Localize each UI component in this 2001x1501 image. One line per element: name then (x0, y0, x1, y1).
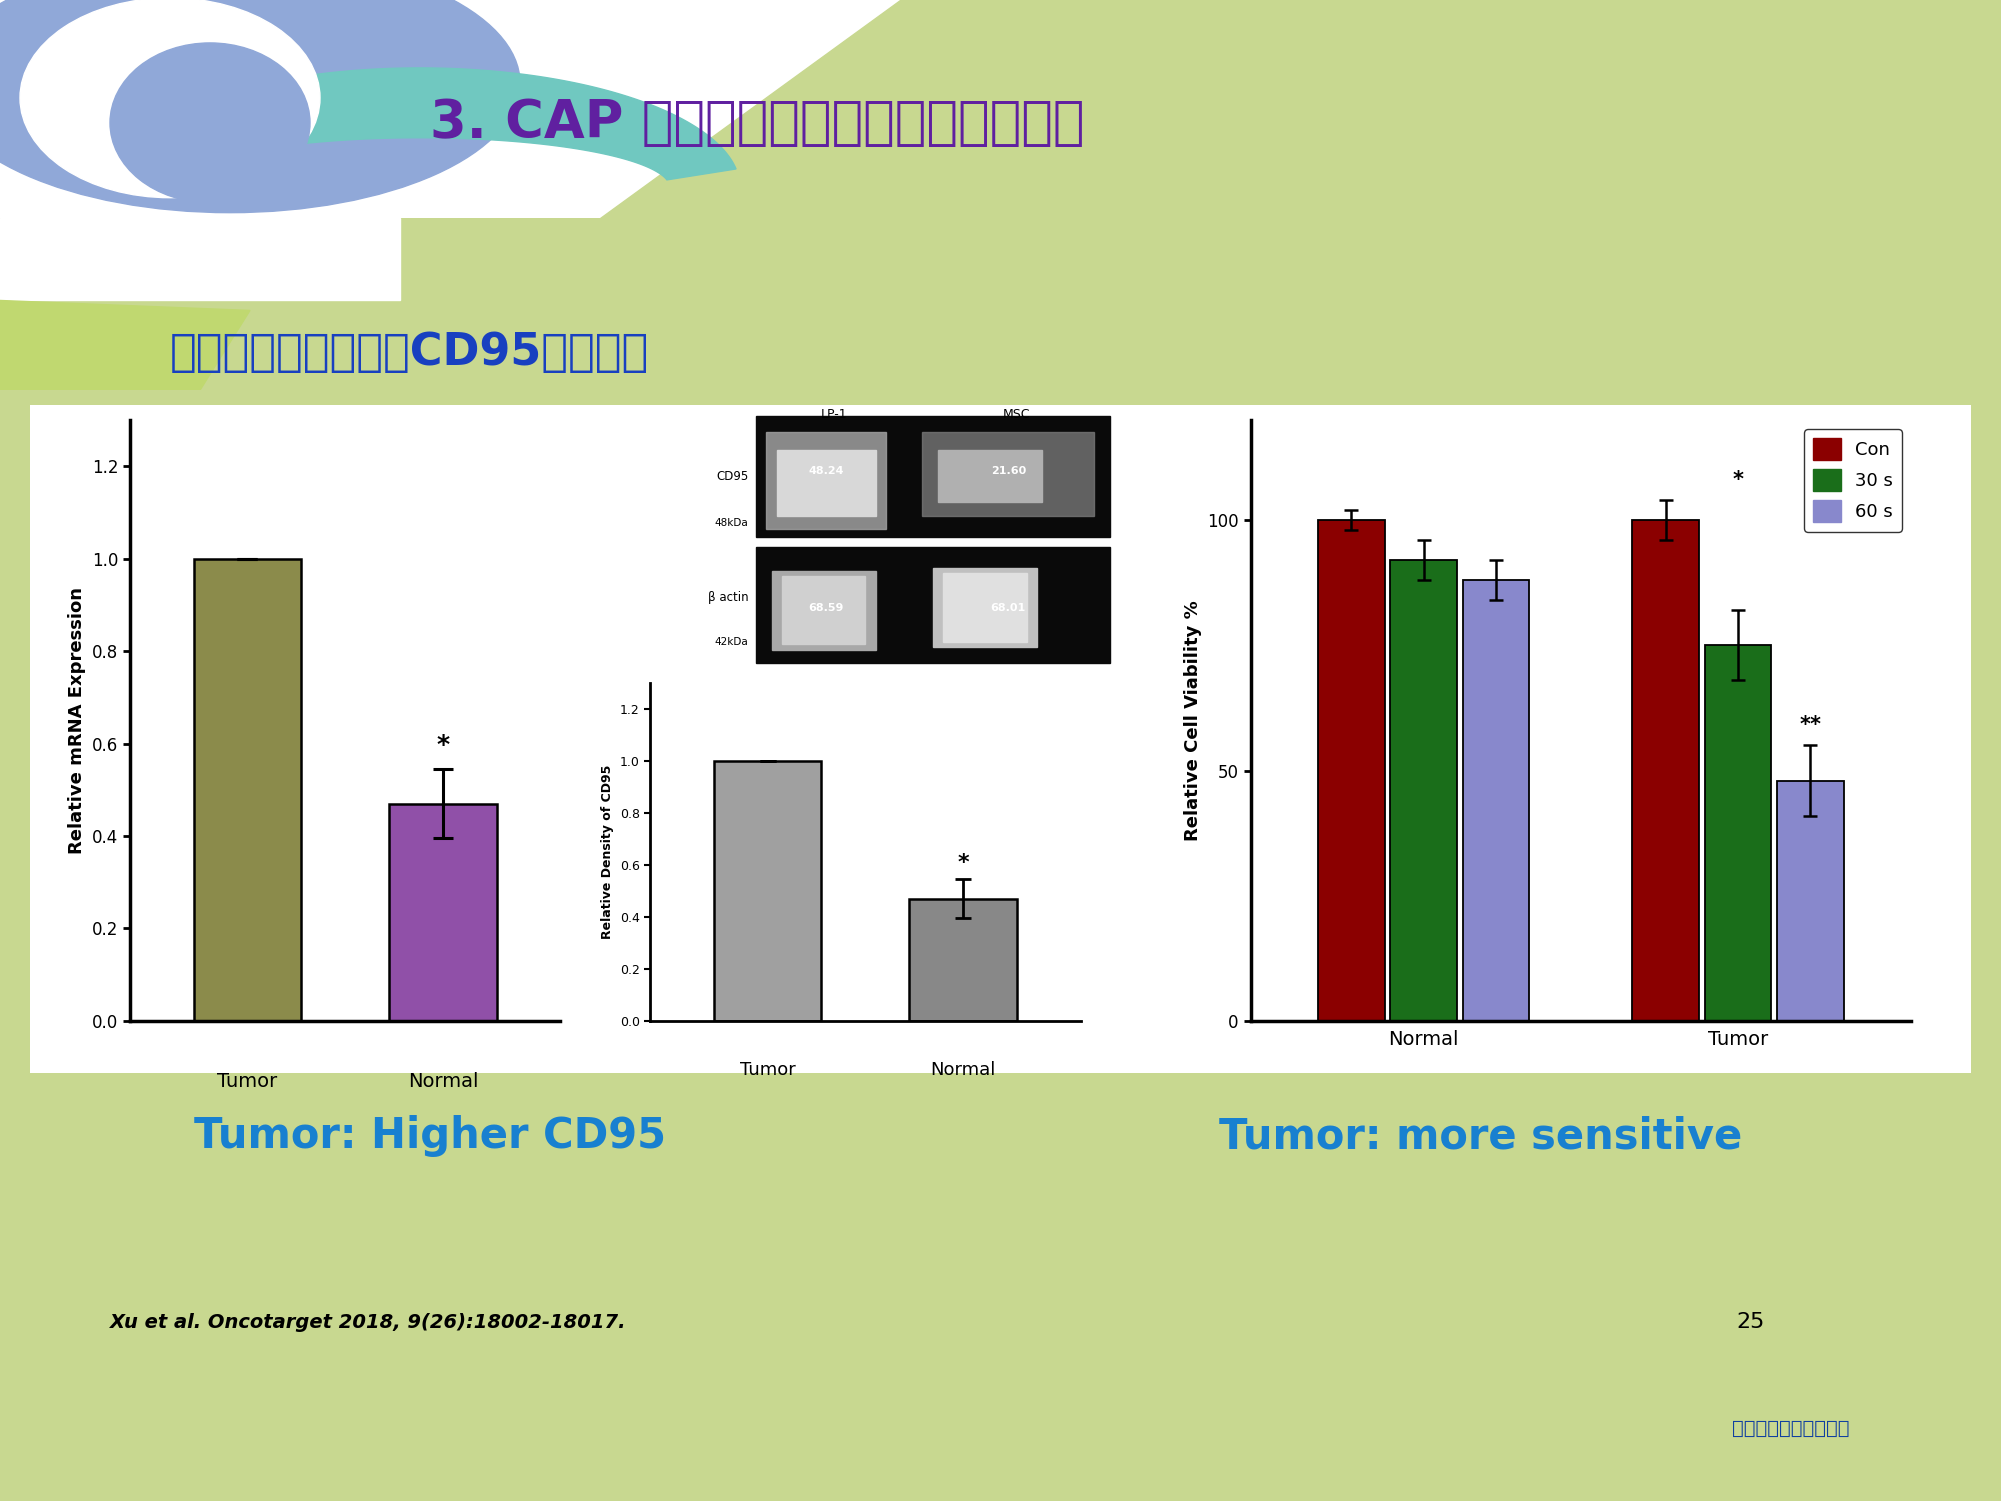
Y-axis label: Relative Cell Viability %: Relative Cell Viability % (1185, 600, 1203, 841)
Ellipse shape (110, 44, 310, 203)
Bar (0, 218, 400, 300)
Text: Xu et al. Oncotarget 2018, 9(26):18002-18017.: Xu et al. Oncotarget 2018, 9(26):18002-1… (110, 1313, 626, 1333)
Text: 肏瘤细胞表达更多的CD95靶点蛋白: 肏瘤细胞表达更多的CD95靶点蛋白 (170, 330, 648, 374)
Bar (932, 567, 1037, 647)
Text: *: * (1733, 470, 1743, 491)
Text: *: * (436, 734, 450, 758)
Polygon shape (766, 432, 886, 528)
Text: Normal: Normal (930, 1061, 996, 1079)
Text: *: * (956, 853, 968, 872)
Text: CD95: CD95 (716, 470, 748, 483)
Text: 42kDa: 42kDa (714, 636, 748, 647)
Bar (776, 450, 876, 515)
Bar (942, 573, 1027, 641)
Bar (194, 558, 302, 1021)
Polygon shape (922, 432, 1095, 515)
Polygon shape (600, 0, 2001, 218)
Text: MSC: MSC (1003, 408, 1031, 420)
Text: β actin: β actin (708, 590, 748, 603)
Text: Tumor: Tumor (218, 1072, 278, 1091)
Polygon shape (0, 300, 250, 390)
Bar (938, 450, 1043, 503)
Bar (756, 546, 1111, 662)
Text: 68.59: 68.59 (808, 602, 844, 612)
Y-axis label: Relative mRNA Expression: Relative mRNA Expression (68, 587, 86, 854)
Text: 68.01: 68.01 (990, 602, 1027, 612)
Bar (782, 576, 864, 644)
Bar (1705, 645, 1771, 1021)
Text: Tumor: more sensitive: Tumor: more sensitive (1219, 1115, 1743, 1157)
Legend: Con, 30 s, 60 s: Con, 30 s, 60 s (1805, 429, 1901, 531)
Ellipse shape (0, 0, 520, 213)
Text: 48.24: 48.24 (808, 465, 844, 476)
Bar (772, 570, 876, 650)
Text: Tumor: Tumor (740, 1061, 796, 1079)
Text: 48kDa: 48kDa (714, 518, 748, 528)
Bar (756, 416, 1111, 536)
Bar (1633, 521, 1699, 1021)
Bar (714, 761, 822, 1021)
Polygon shape (110, 119, 490, 209)
Text: 《电工技术学报》发布: 《电工技术学报》发布 (1733, 1418, 1849, 1438)
Text: **: ** (1799, 716, 1821, 735)
Text: 25: 25 (1737, 1312, 1765, 1333)
Bar (388, 803, 496, 1021)
Text: 3. CAP 癌症治疗的选择性和安全性研究: 3. CAP 癌症治疗的选择性和安全性研究 (430, 96, 1085, 149)
Text: Tumor: Higher CD95: Tumor: Higher CD95 (194, 1115, 666, 1157)
Bar (908, 899, 1017, 1021)
Polygon shape (134, 68, 736, 180)
Bar (1777, 781, 1843, 1021)
Bar (1463, 581, 1529, 1021)
Text: 21.60: 21.60 (990, 465, 1027, 476)
Bar (1391, 560, 1457, 1021)
Bar (1319, 521, 1385, 1021)
Text: LP-1: LP-1 (820, 408, 846, 420)
Y-axis label: Relative Density of CD95: Relative Density of CD95 (602, 764, 614, 940)
Ellipse shape (20, 0, 320, 198)
Text: Normal: Normal (408, 1072, 478, 1091)
